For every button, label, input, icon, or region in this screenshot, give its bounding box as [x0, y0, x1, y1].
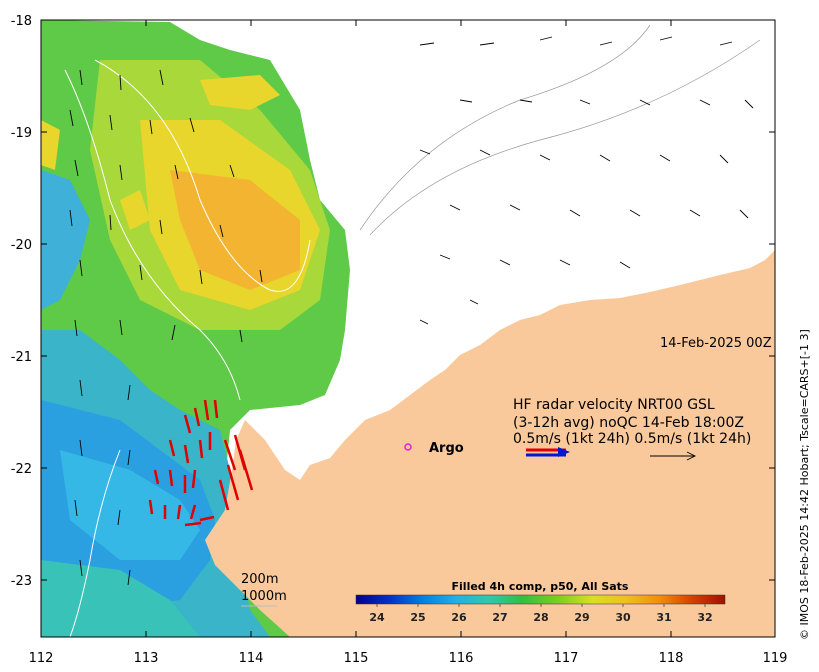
hf-radar-vectors [148, 399, 254, 527]
lat-tick-label: -20 [11, 238, 32, 253]
lon-tick-label: 113 [134, 651, 159, 666]
axis-ticks [40, 19, 776, 637]
colorbar-tick-label: 28 [533, 611, 548, 624]
vector-scale-label: 0.5m/s (1kt 24h) 0.5m/s (1kt 24h) [513, 431, 751, 447]
depth-1000-label: 1000m [241, 589, 287, 604]
colorbar-tick-label: 32 [697, 611, 712, 624]
colorbar-tick-label: 30 [615, 611, 631, 624]
depth-200-label: 200m [241, 572, 278, 587]
hf-radar-title: HF radar velocity NRT00 GSL [513, 397, 715, 413]
lat-tick-label: -19 [11, 126, 32, 141]
lon-tick-label: 116 [449, 651, 474, 666]
colorbar [355, 594, 726, 605]
hf-radar-subtitle: (3-12h avg) noQC 14-Feb 18:00Z [513, 415, 744, 431]
current-arrows [69, 36, 754, 586]
colorbar-tick-label: 31 [656, 611, 671, 624]
lat-tick-label: -23 [11, 574, 32, 589]
colorbar-tick-label: 24 [369, 611, 385, 624]
lat-tick-label: -21 [11, 350, 32, 365]
colorbar-tick-label: 29 [574, 611, 589, 624]
sst-fill [41, 20, 350, 637]
colorbar-tick-label: 27 [492, 611, 507, 624]
lat-tick-label: -22 [11, 462, 32, 477]
hf-scale-arrow [526, 447, 570, 457]
lon-tick-label: 114 [239, 651, 264, 666]
lon-tick-label: 118 [659, 651, 684, 666]
colorbar-tick-label: 25 [410, 611, 425, 624]
lat-tick-label: -18 [11, 14, 32, 29]
colorbar-title: Filled 4h comp, p50, All Sats [452, 580, 629, 593]
colorbar-tick-label: 26 [451, 611, 467, 624]
land-area [205, 250, 775, 637]
lon-tick-label: 119 [763, 651, 788, 666]
lon-tick-label: 115 [344, 651, 369, 666]
colorbar-ticks [376, 604, 706, 607]
argo-float-marker [404, 443, 412, 451]
lon-tick-label: 112 [29, 651, 54, 666]
bathymetry-contours [64, 24, 761, 637]
lon-tick-label: 117 [554, 651, 579, 666]
date-label: 14-Feb-2025 00Z [660, 336, 772, 351]
argo-label: Argo [429, 441, 464, 456]
plot-frame [40, 19, 776, 638]
credit-text: © IMOS 18-Feb-2025 14:42 Hobart; Tscale=… [798, 329, 811, 640]
